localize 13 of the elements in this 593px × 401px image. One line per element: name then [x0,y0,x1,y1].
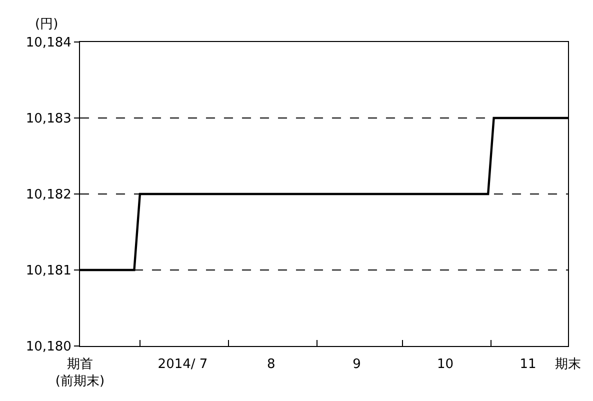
x-tick-label: 10 [437,357,454,372]
y-tick-label: 10,181 [26,264,72,279]
y-tick-label: 10,182 [26,188,72,203]
y-tick-label: 10,183 [26,112,72,127]
y-tick-label: 10,184 [26,36,72,51]
x-tick-label: 2014/ 7 [158,357,208,372]
x-tick-label: 8 [267,357,276,372]
x-tick-label: 9 [352,357,361,372]
y-axis-title: (円) [35,17,58,32]
y-tick-label: 10,180 [26,340,72,355]
x-tick-label: 期首 (前期末) [55,357,105,389]
x-tick-label: 期末 [555,357,581,372]
x-tick-label: 11 [520,357,536,372]
